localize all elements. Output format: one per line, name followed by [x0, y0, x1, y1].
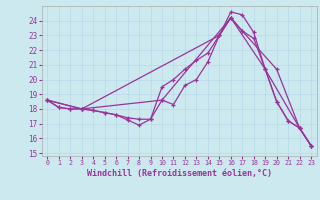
X-axis label: Windchill (Refroidissement éolien,°C): Windchill (Refroidissement éolien,°C) — [87, 169, 272, 178]
